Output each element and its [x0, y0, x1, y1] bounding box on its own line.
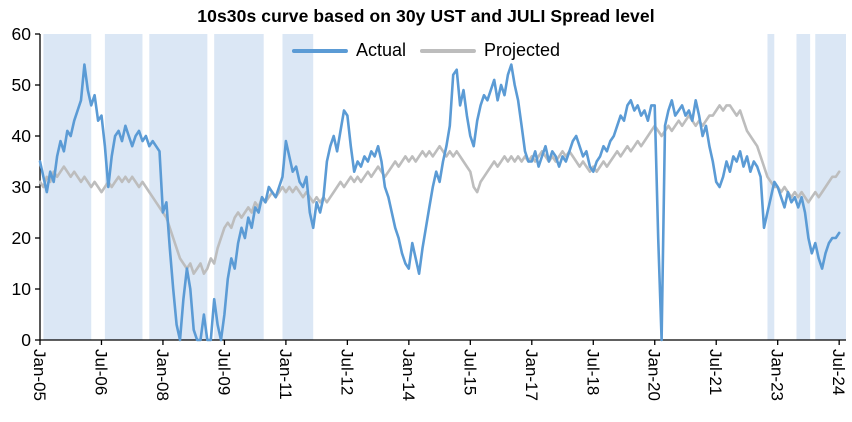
legend-item-projected: Projected [419, 40, 561, 61]
projected-line-swatch [419, 48, 476, 53]
highlight-band [214, 34, 264, 340]
legend: Actual Projected [291, 40, 561, 61]
x-tick-label: Jan-23 [768, 349, 787, 401]
x-tick-label: Jan-05 [30, 349, 49, 401]
actual-line-swatch [291, 48, 348, 53]
x-tick-label: Jan-20 [645, 349, 664, 401]
x-tick-label: Jul-18 [583, 349, 602, 395]
x-tick-label: Jul-21 [706, 349, 725, 395]
x-tick-label: Jan-14 [399, 349, 418, 401]
y-tick-label: 10 [12, 279, 32, 299]
x-tick-label: Jul-12 [337, 349, 356, 395]
x-tick-label: Jan-11 [276, 349, 295, 400]
actual-line [38, 63, 841, 342]
highlight-band [767, 34, 775, 340]
x-tick-label: Jan-17 [522, 349, 541, 401]
projected-line [38, 104, 841, 276]
x-tick-label: Jan-08 [153, 349, 172, 401]
y-tick-label: 0 [21, 330, 31, 350]
chart-title: 10s30s curve based on 30y UST and JULI S… [197, 6, 655, 26]
highlight-band [796, 34, 811, 340]
legend-label-actual: Actual [355, 40, 406, 60]
x-tick-label: Jul-06 [91, 349, 110, 395]
y-tick-label: 40 [12, 126, 32, 146]
highlight-band [815, 34, 846, 340]
legend-item-actual: Actual [291, 40, 406, 61]
legend-label-projected: Projected [483, 40, 561, 60]
y-tick-label: 30 [12, 177, 32, 197]
highlight-band [149, 34, 208, 340]
y-tick-label: 50 [12, 75, 32, 95]
x-tick-label: Jul-24 [829, 349, 848, 395]
x-tick-label: Jul-15 [460, 349, 479, 395]
y-tick-label: 60 [12, 24, 32, 44]
x-tick-label: Jul-09 [214, 349, 233, 395]
y-tick-label: 20 [12, 228, 32, 248]
